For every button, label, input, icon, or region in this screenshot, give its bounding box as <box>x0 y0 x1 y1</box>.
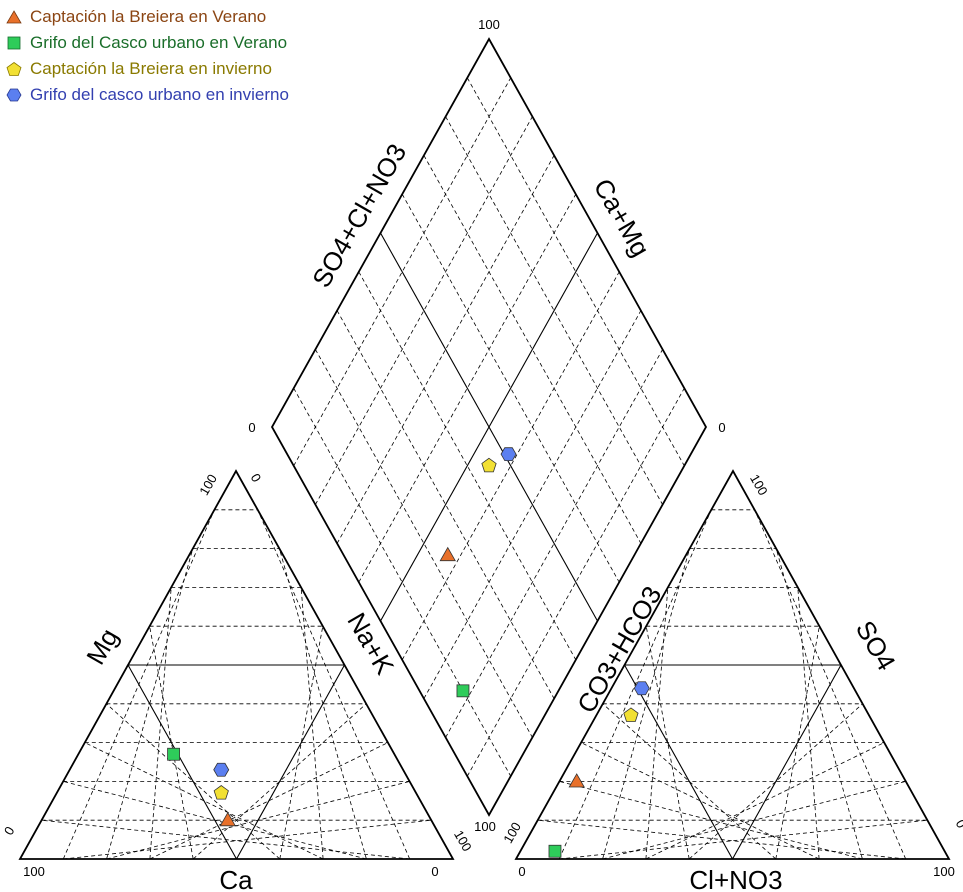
axis-label-camg: Ca+Mg <box>588 173 656 261</box>
diamond-frame <box>270 37 708 817</box>
legend-label: Grifo del casco urbano en invierno <box>30 85 289 104</box>
legend-item: Grifo del casco urbano en invierno <box>6 82 289 108</box>
triangle-marker-icon <box>6 10 22 24</box>
cation-triangle-grid-a <box>84 742 324 860</box>
cation-point-hexagon <box>213 762 230 777</box>
axis-label-clno3: Cl+NO3 <box>689 865 782 892</box>
cation-triangle-frame <box>18 469 455 860</box>
cation-point-pentagon <box>213 785 229 800</box>
axis-label-mg: Mg <box>80 623 124 669</box>
tick-cat-bottom-left: 100 <box>23 864 45 879</box>
tick-cat-left-top: 100 <box>196 472 220 498</box>
diamond-point-pentagon <box>481 457 497 473</box>
cation-triangle-grid-b <box>236 664 345 860</box>
diamond-point-hexagon <box>500 447 517 462</box>
points-layer <box>167 447 650 858</box>
legend-item: Captación la Breiera en invierno <box>6 56 289 82</box>
tick-an-right-bottom: 0 <box>953 817 963 831</box>
axis-label-nak: Na+K <box>341 608 400 681</box>
anion-triangle-grid-b <box>645 742 885 860</box>
legend: Captación la Breiera en Verano Grifo del… <box>6 4 289 108</box>
anion-point-hexagon <box>633 681 650 696</box>
cation-triangle-grid-a <box>41 819 410 860</box>
cation-triangle-grid-a <box>106 703 281 860</box>
axis-label-so4: SO4 <box>850 615 902 675</box>
grid-layer <box>41 77 928 860</box>
tick-an-bottom-left: 0 <box>518 864 525 879</box>
diamond-point-square <box>456 684 470 698</box>
hexagon-marker-icon <box>6 88 22 102</box>
anion-triangle-frame <box>514 469 951 860</box>
anion-triangle-grid-a <box>580 742 820 860</box>
cation-point-square <box>167 747 180 761</box>
anion-point-square <box>548 844 562 858</box>
tick-an-bottom-right: 100 <box>933 864 955 879</box>
tick-an-right-top: 100 <box>747 472 771 498</box>
anion-point-triangle <box>568 773 585 788</box>
legend-item: Grifo del Casco urbano en Verano <box>6 30 289 56</box>
axis-label-co3hco3: CO3+HCO3 <box>571 581 667 718</box>
legend-label: Captación la Breiera en Verano <box>30 7 267 26</box>
legend-item: Captación la Breiera en Verano <box>6 4 289 30</box>
cation-triangle-grid-a <box>63 781 367 860</box>
tick-cat-bottom-right: 0 <box>431 864 438 879</box>
anion-triangle-grid-b <box>732 664 842 860</box>
diamond-grid-b <box>380 232 598 622</box>
anion-point-pentagon <box>623 707 639 722</box>
anion-triangle-grid-a <box>624 664 733 860</box>
tick-cat-right-top: 0 <box>248 471 265 485</box>
cation-triangle-grid-b <box>192 703 367 860</box>
pentagon-marker-icon <box>6 62 22 76</box>
diamond-point-triangle <box>439 546 456 562</box>
cation-triangle-grid-b <box>149 742 389 860</box>
tick-dia-top: 100 <box>478 17 500 32</box>
anion-triangle-grid-a <box>602 703 777 860</box>
axis-label-ca: Ca <box>219 865 253 892</box>
anion-triangle-grid-b <box>602 781 906 860</box>
square-marker-icon <box>7 36 21 50</box>
cation-point-triangle <box>219 811 236 827</box>
tick-cat-right-bottom: 100 <box>451 828 475 854</box>
cation-triangle-grid-a <box>127 664 237 860</box>
legend-label: Captación la Breiera en invierno <box>30 59 272 78</box>
cation-triangle-grid-b <box>63 819 432 860</box>
anion-triangle-grid-b <box>688 703 863 860</box>
anion-triangle-grid-a <box>559 781 863 860</box>
anion-triangle-grid-a <box>537 819 906 860</box>
legend-label: Grifo del Casco urbano en Verano <box>30 33 288 52</box>
anion-triangle-grid-b <box>559 819 928 860</box>
tick-cat-left-bottom: 0 <box>1 824 18 838</box>
tick-an-left-bottom: 100 <box>500 820 524 846</box>
tick-dia-left: 0 <box>248 420 255 435</box>
frame-layer <box>18 37 951 860</box>
tick-dia-right: 0 <box>718 420 725 435</box>
cation-triangle-grid-b <box>106 781 410 860</box>
tick-dia-bottom: 100 <box>474 819 496 834</box>
